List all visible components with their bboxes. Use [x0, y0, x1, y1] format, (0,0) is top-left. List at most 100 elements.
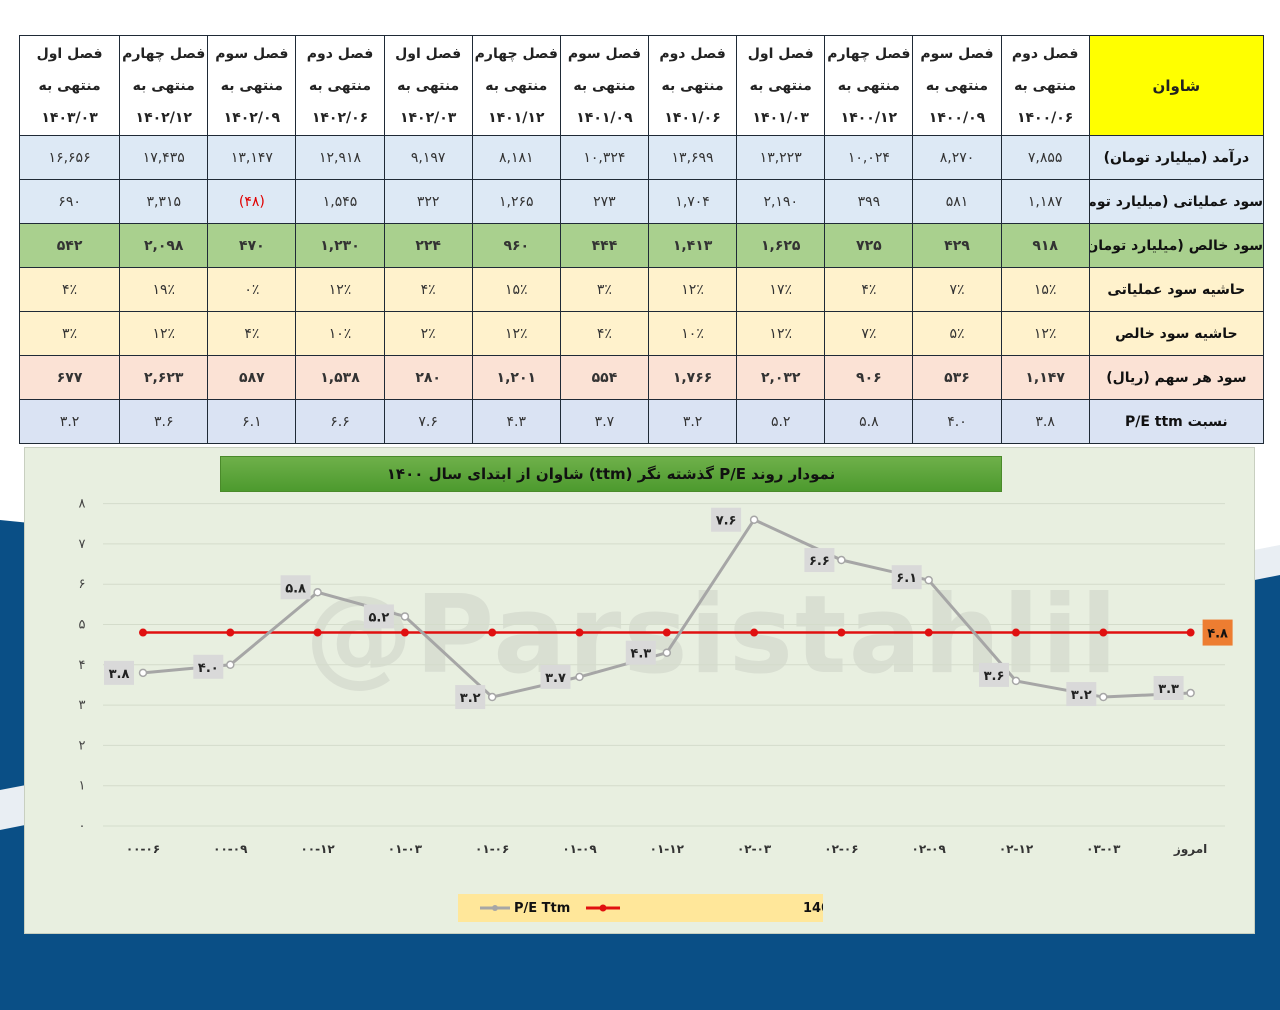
x-tick-label: ۰۲-۰۶ [824, 842, 858, 856]
table-cell: ۳.۷ [559, 399, 650, 444]
svg-text:P/E Ttm: P/E Ttm [514, 901, 570, 916]
period-ending_label: منتهی به [397, 77, 460, 94]
table-cell: ۵.۲ [736, 399, 826, 444]
table-cell: ۵۸۱ [912, 179, 1002, 224]
table-cell: ۶.۱ [207, 399, 297, 444]
table-cell: ۳.۲ [647, 399, 738, 444]
average-point [837, 628, 846, 637]
period-header: فصل چهارم منتهی به ۱۴۰۲/۱۲ [119, 35, 209, 136]
table-cell: ۱۰٪ [647, 311, 738, 356]
y-tick-label: ۱ [79, 779, 86, 794]
x-tick-label: امروز [1173, 842, 1207, 857]
data-label-box [1153, 676, 1184, 701]
table-cell: ۱۲٪ [647, 267, 738, 312]
table-row-revenue: ۱۶,۶۵۶ ۱۷,۴۳۵ ۱۳,۱۴۷ ۱۲,۹۱۸ ۹,۱۹۷ ۸,۱۸۱ ۱۰,۳۲۴… [18, 135, 1265, 180]
table-cell: ۸,۱۸۱ [471, 135, 561, 180]
x-tick-label: ۰۳-۰۳ [1086, 842, 1121, 856]
table-cell: ۱,۶۲۵ [736, 223, 826, 268]
average-point [750, 628, 759, 637]
period-date: ۱۴۰۲/۱۲ [135, 109, 192, 126]
data-label-box [540, 664, 571, 689]
pe-point [662, 648, 672, 657]
average-label: ۴.۸ [1207, 627, 1228, 642]
table-cell: ۰٪ [207, 267, 297, 312]
table-cell: ۴.۳ [471, 399, 561, 444]
x-tick-label: ۰۱-۰۳ [388, 842, 423, 856]
y-tick-label: ۲ [79, 738, 86, 753]
table-cell: ۱۰٪ [295, 311, 385, 356]
average-point [313, 628, 322, 637]
table-cell: ۱,۲۰۱ [471, 355, 561, 400]
pe-line-chart: ۰ ۱ ۲ ۳ ۴ ۵ ۶ ۷ ۸ ۰۰-۰۶ ۰۰-۰۹ ۰۰-۱۲ ۰۱-۰۳ ۰۱-۰۶ ۰۱-۰۹ ۰… [79, 497, 1233, 857]
table-cell: ۸,۲۷۰ [912, 135, 1002, 180]
table-cell: ۱,۴۱۳ [647, 223, 738, 268]
table-cell: ۷۲۵ [824, 223, 914, 268]
x-tick-label: ۰۰-۱۲ [300, 842, 335, 856]
pe-point [924, 575, 933, 585]
pe-point [226, 660, 235, 670]
table-cell: ۲,۶۲۳ [119, 355, 209, 400]
pe-point [313, 588, 322, 597]
table-cell: ۱,۵۳۸ [295, 355, 385, 400]
period-ending_label: منتهی به [837, 77, 900, 94]
table-cell: ۲,۰۹۸ [119, 223, 209, 268]
table-row-pe: ۳.۲ ۳.۶ ۶.۱ ۶.۶ ۷.۶ ۴.۳ ۳.۷ ۳.۲ ۵.۲ ۵.۸ ۴.۰ ۳.۸ نسبت… [18, 399, 1265, 444]
period-quarter: فصل دوم [306, 45, 374, 62]
table-cell: ۴٪ [383, 267, 473, 312]
row-label: حاشیه سود خالص [1088, 311, 1265, 356]
table-cell: ۹,۱۹۷ [383, 135, 473, 180]
table-cell: ۱۷,۴۳۵ [119, 135, 209, 180]
pe-point [1011, 676, 1021, 686]
pe-point [400, 612, 410, 621]
table-cell: ۶۷۷ [18, 355, 121, 400]
data-label-box [363, 604, 394, 629]
data-label: ۳.۶ [984, 669, 1005, 684]
data-label-box [711, 507, 742, 532]
chart-legend: P/E Ttm میانگین P/E Ttmاز ابتدای 1400 [458, 894, 823, 922]
period-ending_label: منتهی به [308, 77, 372, 94]
data-label: ۳.۲ [460, 691, 481, 706]
data-label-box [979, 662, 1009, 687]
table-cell: ۴.۰ [912, 399, 1002, 444]
table-row-oper: ۶۹۰ ۳,۳۱۵ (۴۸) ۱,۵۴۵ ۳۲۲ ۱,۲۶۵ ۲۷۳ ۱,۷۰۴ ۲,۱۹۰ ۳۹… [18, 179, 1265, 224]
period-ending_label: منتهی به [220, 77, 283, 94]
data-label: ۵.۸ [285, 581, 306, 596]
table-cell: ۴٪ [824, 267, 914, 312]
row-label: سود خالص (میلیارد تومان) [1088, 223, 1265, 268]
data-label-box [804, 548, 835, 573]
x-tick-label: ۰۲-۰۹ [912, 842, 947, 856]
data-label: ۴.۳ [630, 647, 651, 662]
table-row-netmargin: ۳٪ ۱۲٪ ۴٪ ۱۰٪ ۲٪ ۱۲٪ ۴٪ ۱۰٪ ۱۲٪ ۷٪ ۵٪ ۱۲٪ حاشیه سود … [18, 311, 1265, 356]
legend-item-average: میانگین P/E Ttmاز ابتدای 1400 [586, 900, 823, 916]
data-label-box [104, 660, 134, 685]
x-tick-label: ۰۱-۰۶ [475, 842, 509, 856]
pe-point [1099, 692, 1108, 702]
data-label-box [1066, 682, 1097, 707]
pe-point [837, 555, 846, 565]
table-cell: ۴۷۰ [207, 223, 297, 268]
table-cell: ۱۳,۶۹۹ [647, 135, 738, 180]
y-tick-label: ۰ [79, 819, 86, 834]
table-cell: ۵۵۴ [559, 355, 650, 400]
table-cell: ۱۷٪ [736, 267, 826, 312]
data-label: ۴.۰ [198, 661, 219, 676]
table-cell: ۲۷۳ [559, 179, 650, 224]
table-cell: ۱۲٪ [471, 311, 561, 356]
data-label: ۳.۷ [545, 671, 566, 686]
period-header: فصل اول منتهی به ۱۴۰۳/۰۳ [18, 35, 121, 136]
table-cell: ۱,۵۴۵ [295, 179, 385, 224]
period-header: فصل دوم منتهی به ۱۴۰۲/۰۶ [295, 35, 385, 136]
period-quarter: فصل اول [395, 45, 462, 62]
table-cell: ۴٪ [18, 267, 121, 312]
table-cell: ۷٪ [912, 267, 1002, 312]
period-date: ۱۴۰۰/۰۶ [1016, 109, 1074, 126]
average-point [1186, 628, 1195, 637]
table-cell: ۱,۷۶۶ [647, 355, 738, 400]
data-label-box [455, 685, 486, 710]
y-tick-label: ۸ [79, 497, 86, 512]
table-cell: ۹۱۸ [1000, 223, 1090, 268]
data-label-box [280, 575, 311, 600]
period-quarter: فصل سوم [215, 45, 289, 62]
x-tick-label: ۰۲-۰۳ [737, 842, 772, 856]
average-point [662, 628, 671, 637]
